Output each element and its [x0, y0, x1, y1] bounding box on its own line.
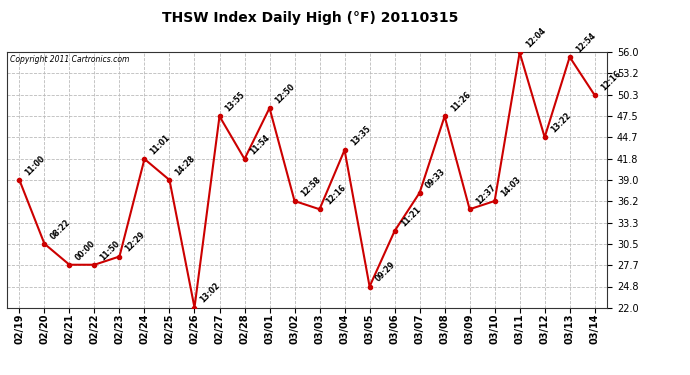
Text: 12:29: 12:29	[124, 230, 147, 254]
Text: 11:54: 11:54	[248, 133, 272, 156]
Text: Copyright 2011 Cartronics.com: Copyright 2011 Cartronics.com	[10, 55, 129, 64]
Text: 12:04: 12:04	[524, 26, 547, 50]
Text: 11:01: 11:01	[148, 133, 172, 156]
Text: 11:50: 11:50	[99, 238, 122, 262]
Text: 13:02: 13:02	[199, 281, 222, 305]
Text: 14:03: 14:03	[499, 175, 522, 198]
Text: 12:50: 12:50	[274, 82, 297, 105]
Text: 11:21: 11:21	[399, 205, 422, 228]
Text: 12:16: 12:16	[599, 69, 622, 93]
Text: 12:54: 12:54	[574, 31, 597, 54]
Text: 09:29: 09:29	[374, 260, 397, 284]
Text: 00:00: 00:00	[74, 238, 97, 262]
Text: 12:16: 12:16	[324, 183, 347, 207]
Text: 12:58: 12:58	[299, 175, 322, 198]
Text: 14:28: 14:28	[174, 154, 197, 177]
Text: 11:00: 11:00	[23, 154, 47, 177]
Text: 12:37: 12:37	[474, 183, 497, 207]
Text: 11:26: 11:26	[448, 90, 472, 114]
Text: 09:33: 09:33	[424, 166, 447, 190]
Text: 13:22: 13:22	[549, 111, 572, 135]
Text: 13:55: 13:55	[224, 90, 247, 114]
Text: 08:22: 08:22	[48, 217, 72, 241]
Text: 13:35: 13:35	[348, 124, 372, 147]
Text: THSW Index Daily High (°F) 20110315: THSW Index Daily High (°F) 20110315	[162, 11, 459, 25]
